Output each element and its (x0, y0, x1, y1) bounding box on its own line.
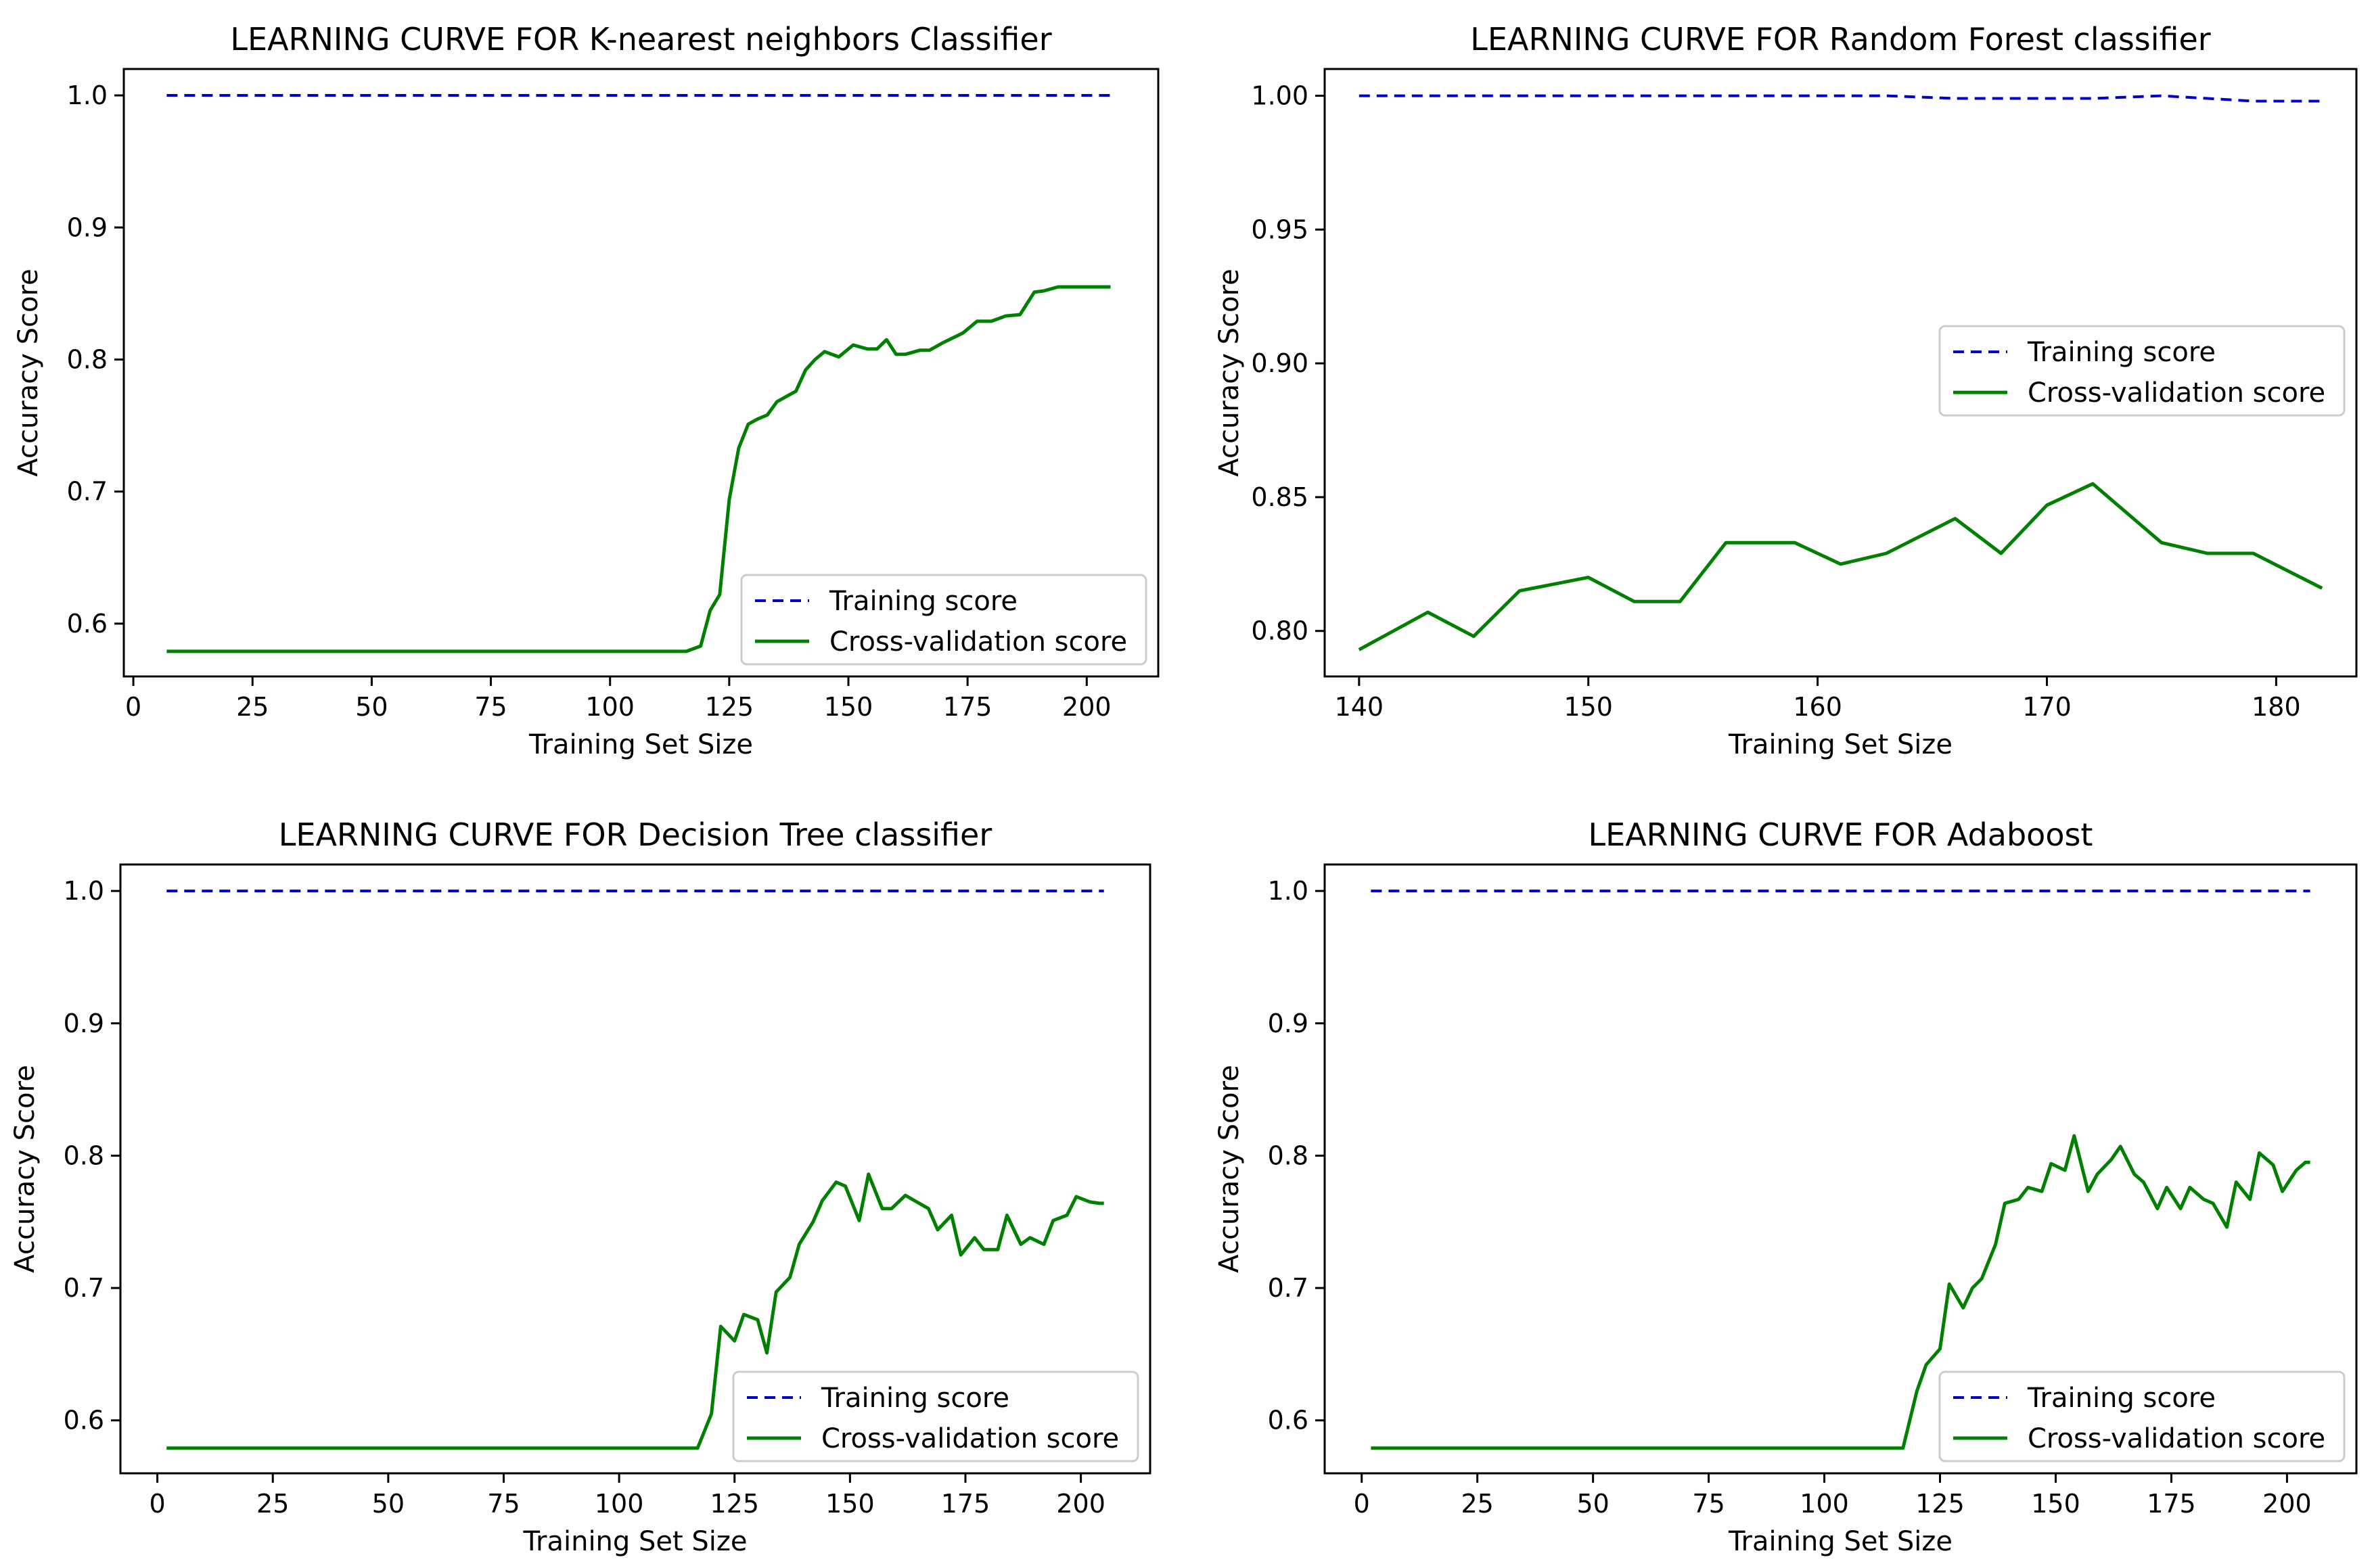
ada-xtick-label: 125 (1915, 1489, 1965, 1519)
dt-ytick-label: 0.7 (64, 1273, 104, 1303)
dt-ytick-label: 0.6 (64, 1406, 104, 1435)
ada-axes-frame (1323, 863, 2358, 1475)
knn-xtick-label: 75 (474, 692, 507, 722)
rf-chart-title: LEARNING CURVE FOR Random Forest classif… (1470, 21, 2211, 57)
dt-legend-cv-label: Cross-validation score (821, 1423, 1119, 1454)
ada-legend-cv-label: Cross-validation score (2028, 1423, 2325, 1454)
ada-legend-training-label: Training score (2027, 1383, 2216, 1414)
rf-ytick-label: 0.90 (1251, 348, 1308, 378)
ada-x-axis-label: Training Set Size (1728, 1526, 1953, 1557)
dt-x-axis-label: Training Set Size (522, 1526, 747, 1557)
dt-xtick-label: 200 (1056, 1489, 1105, 1519)
knn-xtick-label: 50 (355, 692, 388, 722)
knn-xtick-label: 0 (125, 692, 141, 722)
dt-xtick-label: 125 (710, 1489, 759, 1519)
ada-cv-score-line (1371, 1134, 2310, 1450)
rf-xtick-label: 160 (1793, 692, 1842, 722)
knn-cv-score-line (166, 285, 1111, 653)
rf-chart: LEARNING CURVE FOR Random Forest classif… (1214, 21, 2358, 760)
ada-chart: LEARNING CURVE FOR Adaboost 0 25 50 75 100 125… (1214, 816, 2358, 1557)
knn-chart-title: LEARNING CURVE FOR K-nearest neighbors C… (230, 21, 1051, 57)
rf-ytick-label: 0.95 (1251, 214, 1308, 244)
ada-chart-title: LEARNING CURVE FOR Adaboost (1589, 816, 2093, 853)
dt-xtick-label: 100 (595, 1489, 644, 1519)
knn-xtick-label: 200 (1062, 692, 1112, 722)
knn-xtick-label: 100 (585, 692, 635, 722)
rf-axes-frame (1323, 68, 2358, 678)
knn-x-axis-label: Training Set Size (528, 729, 753, 760)
knn-y-axis-label: Accuracy Score (13, 269, 44, 476)
dt-y-axis-label: Accuracy Score (9, 1065, 41, 1272)
knn-ytick-label: 0.9 (67, 212, 108, 242)
ada-ytick-label: 0.9 (1268, 1009, 1308, 1038)
knn-legend-box (740, 574, 1147, 666)
knn-legend-cv-label: Cross-validation score (829, 626, 1127, 658)
dt-ytick-label: 0.8 (64, 1140, 104, 1170)
ada-xtick-label: 0 (1354, 1489, 1370, 1519)
knn-chart: LEARNING CURVE FOR K-nearest neighbors C… (13, 21, 1160, 760)
rf-training-score-line (1359, 94, 2323, 103)
dt-chart-title: LEARNING CURVE FOR Decision Tree classif… (279, 816, 992, 853)
ada-ytick-label: 0.6 (1268, 1406, 1308, 1435)
ada-xtick-label: 175 (2147, 1489, 2196, 1519)
knn-xtick-label: 125 (705, 692, 754, 722)
rf-ytick-label: 0.85 (1251, 482, 1308, 512)
dt-legend-box (732, 1370, 1139, 1462)
ada-legend-box (1938, 1370, 2346, 1462)
ada-xtick-label: 25 (1461, 1489, 1493, 1519)
rf-ytick-label: 0.80 (1251, 616, 1308, 646)
rf-cv-score-line (1358, 482, 2323, 651)
knn-ytick-label: 0.7 (67, 477, 108, 507)
dt-ytick-label: 0.9 (64, 1009, 104, 1038)
ada-ytick-label: 1.0 (1268, 876, 1308, 906)
dt-xtick-label: 175 (941, 1489, 990, 1519)
dt-legend: Training score Cross-validation score (732, 1370, 1139, 1462)
dt-axes-frame (119, 863, 1151, 1475)
dt-xtick-label: 0 (150, 1489, 166, 1519)
knn-legend-training-label: Training score (829, 586, 1018, 617)
rf-legend-cv-label: Cross-validation score (2028, 377, 2325, 409)
knn-xtick-label: 175 (943, 692, 992, 722)
ada-ytick-label: 0.7 (1268, 1273, 1308, 1303)
ada-ytick-label: 0.8 (1268, 1140, 1308, 1170)
ada-legend: Training score Cross-validation score (1938, 1370, 2346, 1462)
dt-xtick-label: 150 (825, 1489, 875, 1519)
rf-xtick-label: 180 (2252, 692, 2301, 722)
rf-legend-box (1938, 325, 2346, 417)
rf-legend-training-label: Training score (2027, 337, 2216, 368)
knn-axes-frame (122, 68, 1160, 678)
ada-xtick-label: 100 (1800, 1489, 1849, 1519)
knn-xtick-label: 150 (824, 692, 873, 722)
knn-ytick-label: 1.0 (67, 80, 108, 110)
ada-y-axis-label: Accuracy Score (1214, 1065, 1245, 1272)
ada-xtick-label: 50 (1576, 1489, 1609, 1519)
dt-xtick-label: 75 (487, 1489, 520, 1519)
dt-cv-score-line (166, 1172, 1104, 1450)
rf-xtick-label: 150 (1563, 692, 1613, 722)
rf-xtick-label: 140 (1335, 692, 1384, 722)
rf-legend: Training score Cross-validation score (1938, 325, 2346, 417)
dt-ytick-label: 1.0 (64, 876, 104, 906)
ada-xtick-label: 200 (2262, 1489, 2312, 1519)
dt-xtick-label: 25 (256, 1489, 289, 1519)
rf-y-axis-label: Accuracy Score (1214, 269, 1245, 476)
rf-x-axis-label: Training Set Size (1728, 729, 1953, 760)
knn-ytick-label: 0.8 (67, 344, 108, 374)
dt-chart: LEARNING CURVE FOR Decision Tree classif… (9, 816, 1151, 1557)
rf-xtick-label: 170 (2022, 692, 2072, 722)
rf-ytick-label: 1.00 (1251, 81, 1308, 111)
knn-xtick-label: 25 (236, 692, 269, 722)
dt-xtick-label: 50 (372, 1489, 405, 1519)
knn-ytick-label: 0.6 (67, 609, 108, 639)
dt-legend-training-label: Training score (821, 1383, 1009, 1414)
ada-xtick-label: 75 (1692, 1489, 1725, 1519)
knn-legend: Training score Cross-validation score (740, 574, 1147, 666)
ada-xtick-label: 150 (2031, 1489, 2080, 1519)
